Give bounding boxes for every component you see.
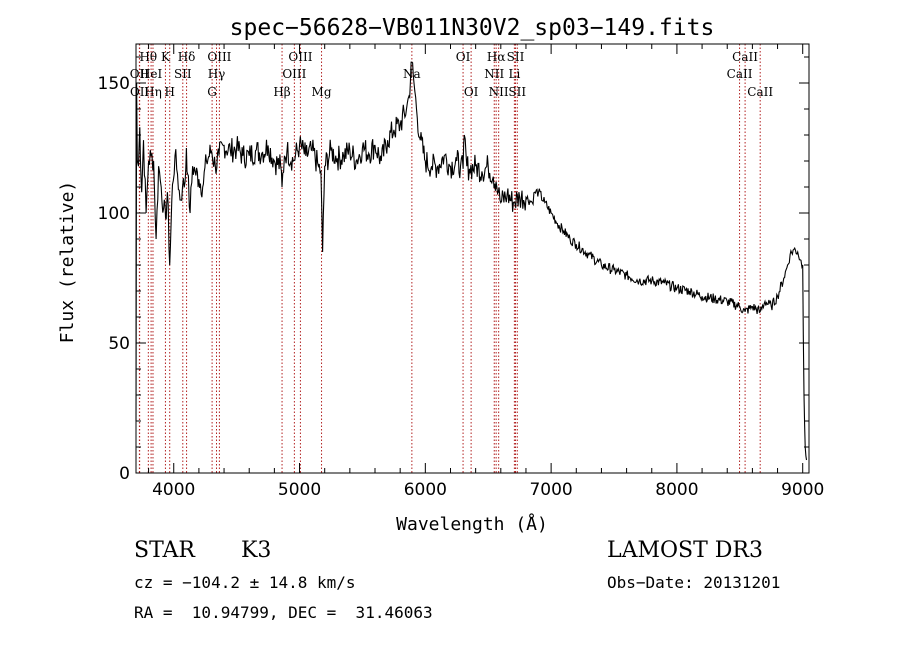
axis-ticks [136, 44, 809, 474]
spectral-line-label: NII [489, 85, 509, 99]
spectral-line-label: Hα [487, 50, 506, 64]
observation-date: Obs−Date: 20131201 [607, 573, 781, 592]
spectral-line-label: K [161, 50, 171, 64]
spectral-line-label: OIII [282, 67, 306, 81]
spectral-line-label: OIII [288, 50, 312, 64]
spectral-line-label: OIII [207, 50, 231, 64]
spectral-line-label: G [207, 85, 217, 99]
spectral-line-label: OII [130, 67, 150, 81]
survey-name: LAMOST DR3 [607, 538, 763, 563]
spectral-line-label: Li [508, 67, 520, 81]
chart-title: spec−56628−VB011N30V2_sp03−149.fits [230, 15, 715, 41]
spectral-line-label: CaII [727, 67, 753, 81]
redshift-cz: cz = −104.2 ± 14.8 km/s [134, 573, 356, 592]
x-tick-label: 6000 [404, 480, 447, 500]
spectral-line-label: Hγ [208, 67, 226, 81]
spectral-line-markers [138, 44, 761, 473]
spectral-line-label: OII [130, 85, 150, 99]
x-axis-label: Wavelength (Å) [396, 513, 548, 535]
spectral-line-label: OI [464, 85, 479, 99]
spectral-line-label: SII [508, 85, 526, 99]
x-tick-label: 7000 [529, 480, 572, 500]
y-axis-label: Flux (relative) [57, 181, 78, 344]
spectral-line-label: Hβ [273, 85, 290, 99]
spectrum-series-line [135, 61, 808, 461]
spectral-line-label: SII [507, 50, 525, 64]
object-class: STAR [134, 538, 195, 563]
x-tick-label: 5000 [278, 480, 321, 500]
y-tick-label: 50 [108, 334, 130, 354]
axis-tick-labels: 4000 5000 6000 7000 8000 9000 0 50 100 150 [98, 74, 825, 500]
spectral-line-label: CaII [747, 85, 773, 99]
spectral-line-label: Hδ [178, 50, 196, 64]
spectral-line-label: H [164, 85, 174, 99]
spectral-line-label: Hη [144, 85, 162, 99]
spectral-line-label: Na [403, 67, 421, 81]
spectral-line-label: CaII [732, 50, 758, 64]
spectral-line-label: OI [456, 50, 471, 64]
x-tick-label: 4000 [152, 480, 195, 500]
y-tick-label: 100 [98, 204, 130, 224]
x-tick-label: 8000 [655, 480, 698, 500]
coordinates: RA = 10.94799, DEC = 31.46063 [134, 603, 433, 622]
spectral-line-label: Hθ [139, 50, 157, 64]
spectral-line-label: NII [484, 67, 504, 81]
y-tick-label: 0 [119, 464, 130, 484]
plot-frame [135, 43, 810, 474]
spectral-line-label: HeI [140, 67, 163, 81]
spectral-line-label: SII [174, 67, 192, 81]
y-tick-label: 150 [98, 74, 130, 94]
object-subclass: K3 [241, 538, 272, 563]
spectral-line-label: Mg [312, 85, 332, 99]
x-tick-label: 9000 [781, 480, 824, 500]
